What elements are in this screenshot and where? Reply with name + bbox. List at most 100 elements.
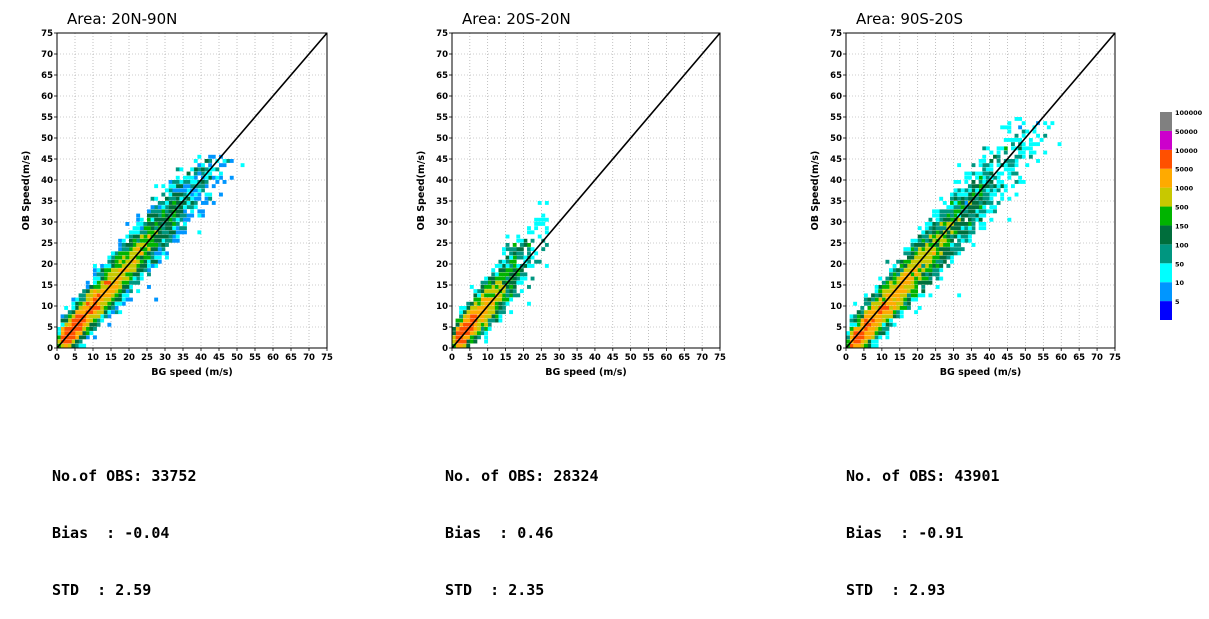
density-cell [473,331,478,336]
density-cell [928,243,933,247]
density-cell [917,243,922,247]
density-cell [78,310,83,315]
density-cell [85,289,90,294]
density-cell [975,175,980,180]
density-cell [1028,138,1033,142]
y-tick-label: 30 [830,218,842,228]
density-cell [150,213,155,218]
density-cell [928,268,933,273]
density-cell [82,322,87,327]
density-cell [946,213,951,218]
density-cell [950,217,954,222]
density-cell [917,276,922,281]
density-cell [114,297,119,302]
density-cell [154,209,159,214]
density-cell [1014,117,1019,121]
density-cell [924,226,929,231]
density-cell [910,238,915,243]
density-cell [197,209,202,214]
density-cell [208,154,213,159]
density-cell [982,205,987,210]
density-cell [132,268,137,273]
density-cell [881,331,886,336]
density-cell [975,184,980,189]
density-cell [114,293,119,298]
density-cell [939,226,944,231]
density-cells [57,154,245,348]
density-cell [953,209,958,214]
density-cell [975,213,980,218]
density-cell [190,180,195,184]
density-cell [136,259,141,264]
density-cell [932,264,936,268]
density-cell [85,314,90,319]
stats-block-20n-90n: No.of OBS: 33752 Bias : -0.04 STD : 2.59 [52,429,197,619]
density-cell [484,293,489,298]
colorbar-swatch [1160,301,1172,320]
density-cell [921,259,926,264]
density-cell [889,301,893,306]
density-cell [201,209,205,214]
density-cell [867,327,872,331]
density-cell [867,322,872,327]
density-cell [484,310,489,315]
density-cell [932,268,936,273]
density-cell [186,184,191,189]
density-cell [860,335,865,340]
density-cell [885,301,890,306]
density-cell [1014,163,1019,168]
density-cell [111,251,115,256]
density-cell [154,213,159,218]
density-cell [892,285,897,289]
density-cell [491,306,496,310]
density-cell [161,226,166,231]
x-tick-label: 50 [1019,353,1031,363]
colorbar-label: 100 [1175,241,1189,249]
density-cell [903,251,908,256]
density-cell [179,217,184,222]
density-cell [957,230,962,235]
density-cell [150,238,155,243]
density-cell [480,297,485,302]
density-cell [469,327,474,331]
density-cell [78,293,83,298]
density-cell [509,289,514,294]
density-cell [899,293,904,298]
density-cell [910,255,915,260]
density-cell [502,268,506,273]
density-cell [534,259,539,264]
density-cell [989,217,994,222]
density-cell [462,335,467,340]
density-cell [1028,154,1033,159]
density-cell [523,264,528,268]
density-cell [165,226,169,231]
density-cell [201,171,205,176]
density-cell [64,339,69,344]
density-cell [154,217,159,222]
density-cell [896,280,901,285]
density-cell [903,293,908,298]
density-cell [204,196,209,201]
density-cell [75,335,79,340]
density-cell [1007,175,1012,180]
density-cell [849,318,854,323]
density-cell [219,171,223,176]
y-tick-label: 40 [41,176,53,186]
density-cell [125,255,130,260]
density-cell [541,213,546,218]
density-cell [71,331,76,336]
x-tick-label: 65 [285,353,297,363]
density-cell [136,230,141,235]
density-cell [967,226,972,231]
density-cell [1018,175,1023,180]
density-cell [82,343,87,348]
density-cell [975,209,980,214]
density-cell [957,205,962,210]
density-cell [512,268,517,273]
density-cell [935,222,940,226]
density-cell [885,318,890,323]
density-cell [136,234,141,239]
density-cell [129,280,133,285]
density-cell [878,314,883,319]
density-cell [498,276,503,281]
